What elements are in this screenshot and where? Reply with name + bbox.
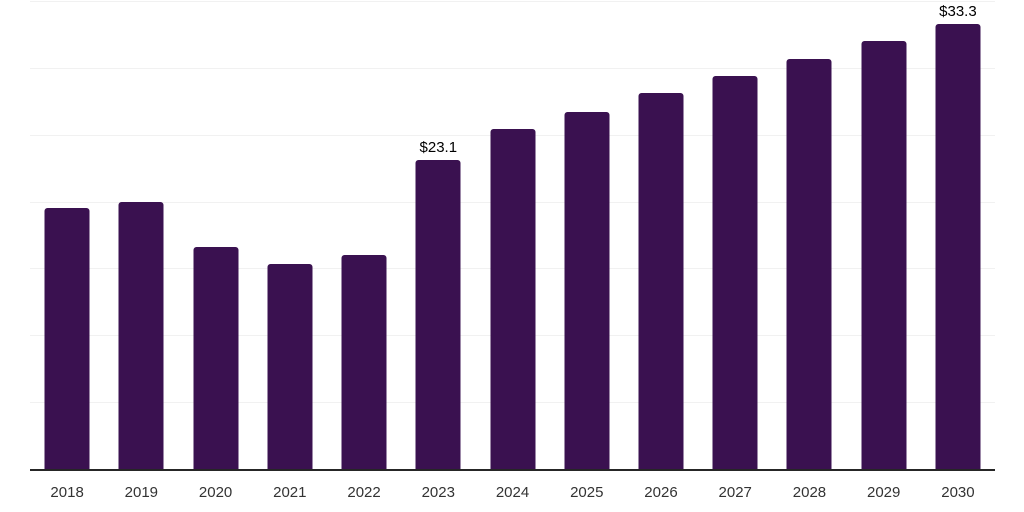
bar — [638, 93, 684, 469]
plot-area: $23.1 $33.3 — [30, 0, 995, 471]
x-tick-label: 2026 — [644, 484, 678, 501]
x-tick-label: 2023 — [421, 484, 455, 501]
x-tick-label: 2029 — [867, 484, 901, 501]
bar — [490, 129, 536, 469]
bar-slot — [698, 0, 772, 471]
gridline — [30, 67, 995, 69]
bar-slot — [475, 0, 549, 471]
x-axis-line — [30, 469, 995, 471]
x-tick-label: 2020 — [198, 484, 233, 501]
x-tick-label: 2022 — [347, 484, 381, 501]
x-tick-label: 2024 — [495, 484, 530, 501]
bar-slot — [253, 0, 327, 471]
bar-slot — [847, 0, 921, 471]
bar-slot: $23.1 — [401, 0, 475, 471]
bar — [118, 201, 164, 469]
bar — [44, 208, 90, 469]
bar — [786, 58, 832, 469]
x-tick-label: 2018 — [50, 484, 84, 501]
bar — [193, 247, 239, 469]
gridline — [30, 1, 995, 2]
bar — [712, 75, 758, 469]
bar-slot — [178, 0, 252, 471]
x-axis-labels: 2018 2019 2020 2021 2022 2023 2024 2025 2026 2027… — [30, 471, 995, 512]
bar-slot — [624, 0, 698, 471]
bar — [935, 23, 981, 469]
x-tick-label: 2021 — [273, 484, 307, 501]
bar-slot — [772, 0, 846, 471]
bar-slot: $33.3 — [921, 0, 995, 471]
bar — [341, 255, 387, 469]
x-tick-label: 2025 — [570, 484, 604, 501]
bar-slot — [30, 0, 104, 471]
x-tick-label: 2028 — [792, 484, 827, 501]
bar — [267, 264, 313, 469]
bar — [415, 160, 461, 469]
x-tick-label: 2027 — [718, 484, 752, 501]
bar-slot — [550, 0, 624, 471]
bar — [861, 41, 907, 469]
bar-slot — [327, 0, 401, 471]
bar — [564, 111, 610, 469]
bar-slot — [104, 0, 178, 471]
bars-container: $23.1 $33.3 — [30, 0, 995, 471]
bar-value-label: $23.1 — [419, 139, 458, 157]
x-tick-label: 2019 — [124, 484, 159, 501]
bar-value-label: $33.3 — [939, 2, 977, 20]
x-tick-label: 2030 — [941, 484, 975, 501]
